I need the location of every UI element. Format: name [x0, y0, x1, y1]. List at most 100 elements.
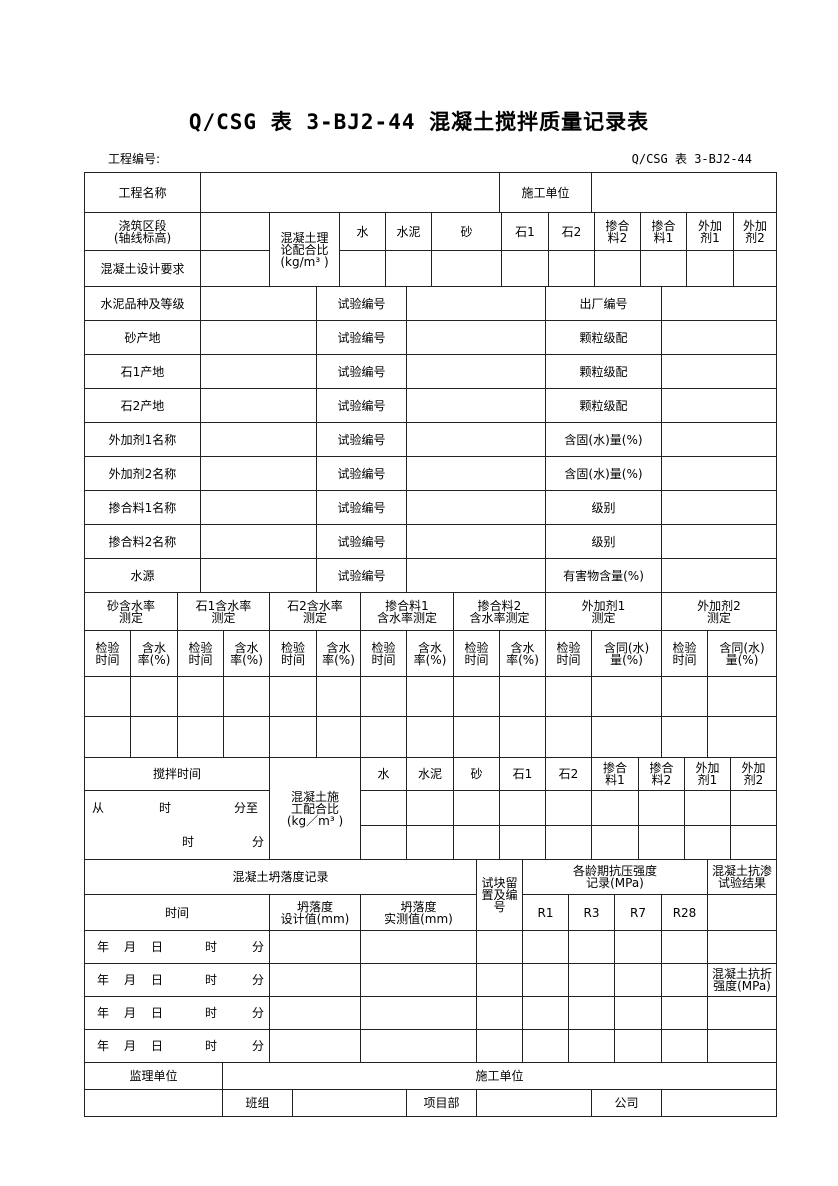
test-number-input[interactable] [406, 320, 546, 355]
mix-ratio-input[interactable] [453, 825, 500, 860]
material-input[interactable] [200, 286, 317, 321]
moisture-input[interactable] [453, 716, 500, 758]
mix-ratio-input[interactable] [684, 825, 731, 860]
input-construction-unit[interactable] [591, 172, 777, 213]
mix-ratio-input[interactable] [730, 825, 777, 860]
team-signature[interactable] [292, 1089, 407, 1117]
input-theory-ratio[interactable] [548, 250, 595, 287]
slump-input[interactable] [476, 963, 523, 997]
slump-input[interactable] [360, 1029, 477, 1063]
moisture-input[interactable] [591, 716, 662, 758]
mix-ratio-input[interactable] [453, 790, 500, 826]
mix-ratio-input[interactable] [406, 790, 454, 826]
moisture-input[interactable] [707, 716, 777, 758]
material-property-input[interactable] [661, 524, 777, 559]
moisture-input[interactable] [406, 716, 454, 758]
slump-input[interactable] [360, 963, 477, 997]
test-number-input[interactable] [406, 558, 546, 593]
moisture-input[interactable] [130, 716, 178, 758]
slump-input[interactable] [614, 1029, 662, 1063]
input-theory-ratio[interactable] [686, 250, 734, 287]
material-property-input[interactable] [661, 490, 777, 525]
mix-ratio-input[interactable] [638, 825, 685, 860]
moisture-input[interactable] [707, 676, 777, 717]
input-theory-ratio[interactable] [501, 250, 549, 287]
company-signature[interactable] [661, 1089, 777, 1117]
moisture-input[interactable] [545, 716, 592, 758]
material-property-input[interactable] [661, 354, 777, 389]
slump-input[interactable] [522, 996, 569, 1030]
moisture-input[interactable] [269, 716, 317, 758]
material-input[interactable] [200, 422, 317, 457]
mix-ratio-input[interactable] [730, 790, 777, 826]
moisture-input[interactable] [316, 676, 361, 717]
permeability-input[interactable] [707, 894, 777, 931]
moisture-input[interactable] [223, 676, 270, 717]
moisture-input[interactable] [269, 676, 317, 717]
slump-input[interactable] [360, 930, 477, 964]
moisture-input[interactable] [223, 716, 270, 758]
mix-ratio-input[interactable] [499, 790, 546, 826]
input-theory-ratio[interactable] [339, 250, 386, 287]
material-input[interactable] [200, 456, 317, 491]
slump-input[interactable] [568, 996, 615, 1030]
test-number-input[interactable] [406, 286, 546, 321]
input-project-name[interactable] [200, 172, 500, 213]
input-theory-ratio[interactable] [431, 250, 502, 287]
moisture-input[interactable] [591, 676, 662, 717]
slump-time-input[interactable] [84, 996, 270, 1030]
mix-ratio-input[interactable] [545, 790, 592, 826]
material-property-input[interactable] [661, 286, 777, 321]
slump-input[interactable] [360, 996, 477, 1030]
slump-input[interactable] [661, 930, 708, 964]
slump-input[interactable] [476, 996, 523, 1030]
test-number-input[interactable] [406, 524, 546, 559]
material-input[interactable] [200, 354, 317, 389]
mix-ratio-input[interactable] [545, 825, 592, 860]
material-input[interactable] [200, 320, 317, 355]
mix-ratio-input[interactable] [591, 825, 639, 860]
slump-input[interactable] [522, 963, 569, 997]
moisture-input[interactable] [360, 676, 407, 717]
material-property-input[interactable] [661, 388, 777, 423]
input-theory-ratio[interactable] [733, 250, 777, 287]
slump-input[interactable] [568, 963, 615, 997]
test-number-input[interactable] [406, 490, 546, 525]
slump-input[interactable] [707, 996, 777, 1030]
moisture-input[interactable] [661, 716, 708, 758]
supervisor-signature[interactable] [84, 1089, 223, 1117]
mix-ratio-input[interactable] [591, 790, 639, 826]
slump-input[interactable] [269, 996, 361, 1030]
slump-input[interactable] [661, 963, 708, 997]
mix-ratio-input[interactable] [638, 790, 685, 826]
slump-input[interactable] [476, 1029, 523, 1063]
moisture-input[interactable] [177, 676, 224, 717]
slump-input[interactable] [269, 963, 361, 997]
slump-time-input[interactable] [84, 963, 270, 997]
mix-ratio-input[interactable] [360, 825, 407, 860]
mix-ratio-input[interactable] [360, 790, 407, 826]
input-pour-section[interactable] [200, 212, 270, 251]
moisture-input[interactable] [177, 716, 224, 758]
material-input[interactable] [200, 490, 317, 525]
moisture-input[interactable] [499, 676, 546, 717]
test-number-input[interactable] [406, 354, 546, 389]
slump-input[interactable] [568, 1029, 615, 1063]
slump-input[interactable] [707, 1029, 777, 1063]
material-property-input[interactable] [661, 456, 777, 491]
material-input[interactable] [200, 524, 317, 559]
mix-ratio-input[interactable] [406, 825, 454, 860]
mix-ratio-input[interactable] [684, 790, 731, 826]
slump-input[interactable] [522, 930, 569, 964]
moisture-input[interactable] [130, 676, 178, 717]
slump-input[interactable] [614, 963, 662, 997]
slump-input[interactable] [661, 996, 708, 1030]
slump-input[interactable] [568, 930, 615, 964]
moisture-input[interactable] [453, 676, 500, 717]
moisture-input[interactable] [360, 716, 407, 758]
input-theory-ratio[interactable] [385, 250, 432, 287]
material-property-input[interactable] [661, 558, 777, 593]
slump-input[interactable] [269, 930, 361, 964]
material-property-input[interactable] [661, 320, 777, 355]
moisture-input[interactable] [406, 676, 454, 717]
